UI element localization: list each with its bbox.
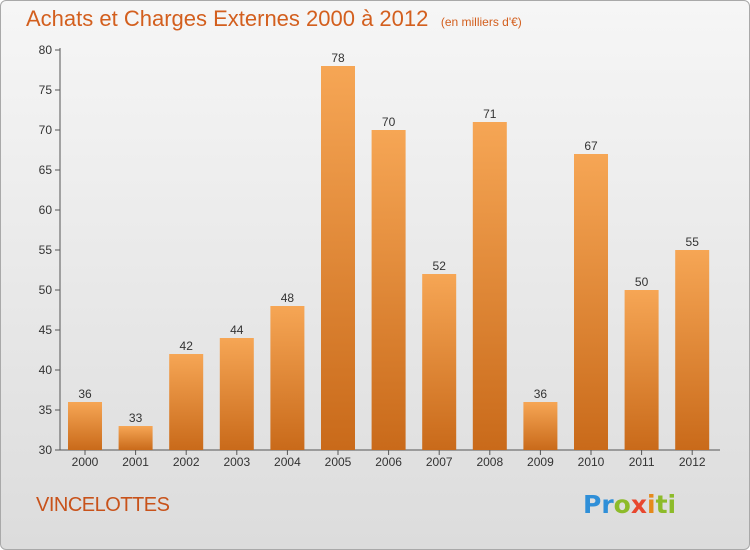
bar — [118, 426, 153, 450]
x-tick-label: 2004 — [274, 455, 301, 469]
y-tick-label: 30 — [39, 443, 53, 457]
x-tick-label: 2002 — [173, 455, 200, 469]
x-tick-label: 2011 — [629, 455, 655, 469]
x-tick-label: 2006 — [375, 455, 402, 469]
x-tick-label: 2005 — [325, 455, 352, 469]
x-tick-label: 2009 — [527, 455, 554, 469]
bar — [371, 130, 406, 450]
logo-letter: t — [655, 490, 668, 519]
data-label: 71 — [483, 107, 497, 121]
bar — [523, 402, 558, 450]
x-tick-label: 2010 — [578, 455, 605, 469]
bar — [219, 338, 254, 450]
data-label: 67 — [584, 139, 598, 153]
y-tick-label: 50 — [39, 283, 53, 297]
x-tick-label: 2000 — [72, 455, 99, 469]
logo-letter: x — [630, 490, 647, 519]
x-tick-label: 2003 — [223, 455, 250, 469]
y-tick-label: 75 — [39, 83, 53, 97]
logo-letter: r — [601, 490, 614, 519]
y-tick-label: 55 — [39, 243, 53, 257]
bar — [169, 354, 204, 450]
commune-name: VINCELOTTES — [36, 494, 170, 516]
logo-letter: i — [647, 490, 656, 519]
data-label: 36 — [78, 387, 92, 401]
data-label: 70 — [382, 115, 396, 129]
y-tick-label: 80 — [39, 43, 53, 57]
data-label: 33 — [129, 411, 143, 425]
bar — [624, 290, 659, 450]
x-tick-label: 2008 — [476, 455, 503, 469]
bar — [422, 274, 457, 450]
data-label: 36 — [534, 387, 548, 401]
bar — [270, 306, 305, 450]
logo-letter: o — [613, 490, 631, 519]
chart-title-main: Achats et Charges Externes 2000 à 2012 — [26, 6, 429, 31]
bar — [472, 122, 507, 450]
bar — [675, 250, 710, 450]
data-label: 44 — [230, 323, 244, 337]
logo-letter: i — [667, 490, 677, 519]
chart-title: Achats et Charges Externes 2000 à 2012 (… — [26, 6, 522, 32]
proxiti-logo[interactable]: Proxiti — [583, 490, 676, 519]
data-label: 42 — [180, 339, 194, 353]
data-label: 48 — [281, 291, 295, 305]
bar — [574, 154, 608, 450]
y-tick-label: 45 — [39, 323, 53, 337]
data-label: 52 — [433, 259, 447, 273]
data-label: 78 — [331, 51, 345, 65]
x-tick-label: 2012 — [679, 455, 706, 469]
y-tick-label: 35 — [39, 403, 53, 417]
data-label: 50 — [635, 275, 649, 289]
logo-letter: P — [583, 490, 602, 519]
bar — [68, 402, 102, 450]
data-label: 55 — [686, 235, 700, 249]
y-tick-label: 40 — [39, 363, 53, 377]
chart-title-unit: (en milliers d'€) — [440, 15, 522, 29]
y-tick-label: 70 — [39, 123, 53, 137]
y-tick-label: 60 — [39, 203, 53, 217]
y-tick-label: 65 — [39, 163, 53, 177]
x-tick-label: 2007 — [426, 455, 453, 469]
bar — [321, 66, 355, 450]
x-tick-label: 2001 — [122, 455, 149, 469]
